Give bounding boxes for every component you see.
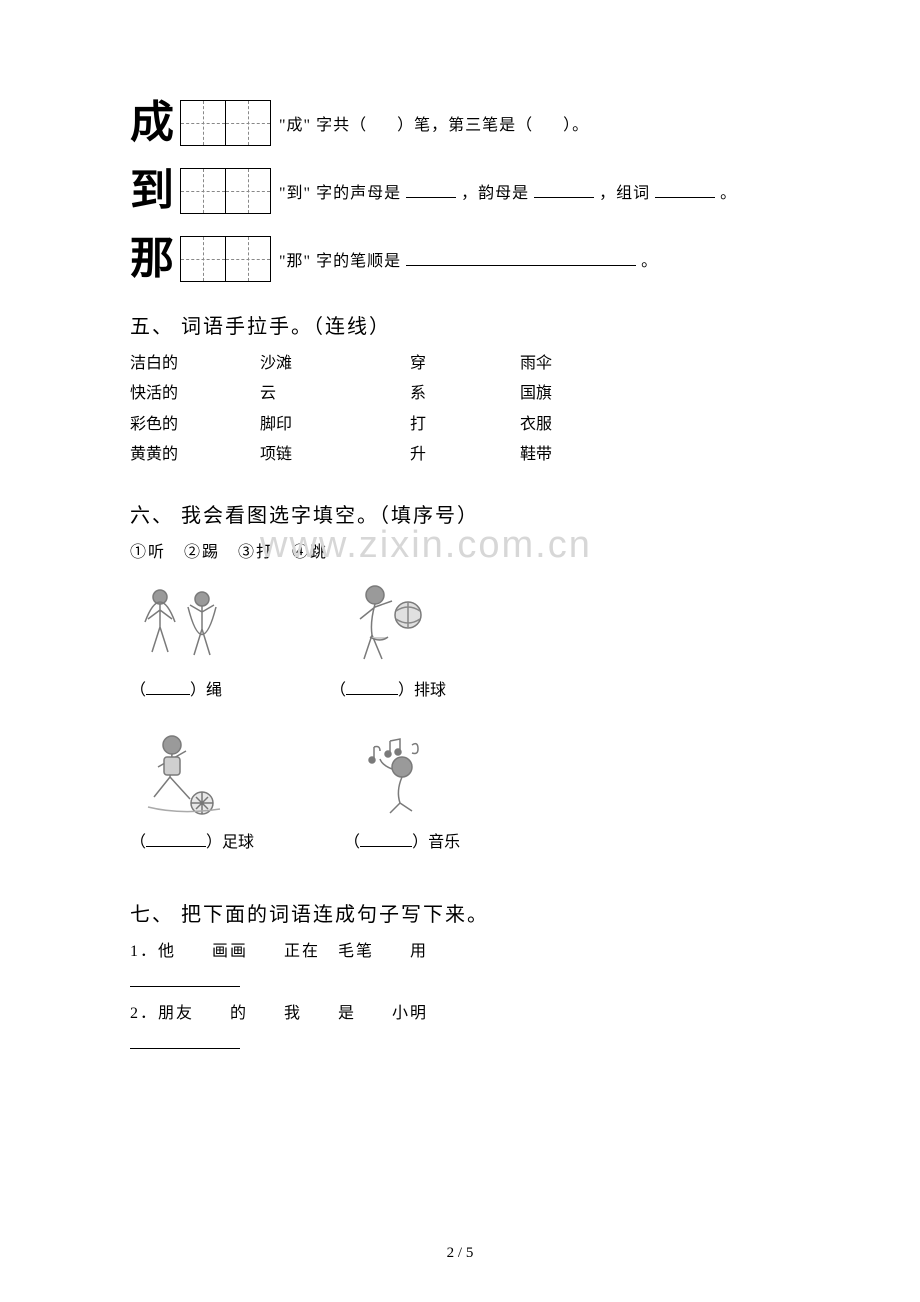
match-cell: 鞋带	[520, 440, 600, 470]
match-cell: 洁白的	[130, 349, 260, 379]
page-number: 2 / 5	[0, 1245, 920, 1262]
answer-line	[130, 1031, 240, 1049]
match-cell: 雨伞	[520, 349, 600, 379]
image-cell-volleyball: （）排球	[330, 574, 446, 718]
label-suffix: 排球	[414, 682, 446, 699]
tianzi-cell	[180, 100, 226, 146]
text-part: 。	[641, 253, 658, 270]
text-part: "到" 字的声母是	[279, 185, 401, 202]
text-part: "那" 字的笔顺是	[279, 253, 401, 270]
page: 成 "成" 字共（ ）笔，第三笔是（ ）。 到 "到" 字的声母是 ，韵母是 ，…	[0, 0, 920, 1302]
image-row: （）绳 （）排球	[130, 574, 790, 718]
text-part: ，组词	[599, 185, 650, 202]
image-cell-soccer: （）足球	[130, 726, 254, 870]
tianzi-cell	[225, 236, 271, 282]
char-row-text: "那" 字的笔顺是 。	[279, 247, 658, 271]
blank	[538, 117, 558, 134]
match-cell: 衣服	[520, 410, 600, 440]
tianzi-cell	[225, 168, 271, 214]
tianzi-cell	[225, 100, 271, 146]
text-part: ）笔，第三笔是（	[397, 117, 533, 134]
sentence-1: 1．他 画画 正在 毛笔 用	[130, 937, 790, 961]
match-row: 彩色的 脚印 打 衣服	[130, 410, 790, 440]
tianzi-cell	[180, 236, 226, 282]
section-title-7: 七、 把下面的词语连成句子写下来。	[130, 898, 790, 927]
match-cell: 云	[260, 379, 410, 409]
underline-blank	[146, 681, 190, 695]
tianzi-cell	[180, 168, 226, 214]
char-row-cheng: 成 "成" 字共（ ）笔，第三笔是（ ）。	[130, 100, 790, 146]
label-suffix: 音乐	[428, 834, 460, 851]
section-title-6: 六、 我会看图选字填空。（填序号）	[130, 499, 790, 528]
text-part: ，韵母是	[461, 185, 529, 202]
text-part: ）。	[563, 117, 589, 134]
big-char: 那	[130, 237, 174, 281]
match-cell: 沙滩	[260, 349, 410, 379]
big-char: 到	[130, 169, 174, 213]
underline-blank	[346, 681, 398, 695]
underline-blank	[146, 833, 206, 847]
image-row: （）足球	[130, 726, 790, 870]
char-row-text: "成" 字共（ ）笔，第三笔是（ ）。	[279, 111, 589, 135]
underline-blank	[360, 833, 412, 847]
options-line: ①听 ②踢 ③打 ④跳	[130, 538, 790, 562]
image-cell-jumprope: （）绳	[130, 574, 240, 718]
tianzi-grid	[180, 168, 271, 214]
char-row-text: "到" 字的声母是 ，韵母是 ，组词 。	[279, 179, 737, 203]
label-suffix: 足球	[222, 834, 254, 851]
tianzi-grid	[180, 100, 271, 146]
image-label: （）足球	[130, 828, 254, 852]
underline-blank	[406, 184, 456, 198]
underline-blank	[406, 252, 636, 266]
illustration-soccer	[130, 726, 240, 822]
match-cell: 升	[410, 440, 520, 470]
match-cell: 系	[410, 379, 520, 409]
sentence-2: 2．朋友 的 我 是 小明	[130, 999, 790, 1023]
match-cell: 打	[410, 410, 520, 440]
match-grid: 洁白的 沙滩 穿 雨伞 快活的 云 系 国旗 彩色的 脚印 打 衣服 黄黄的 项…	[130, 349, 790, 471]
underline-blank	[534, 184, 594, 198]
illustration-music	[344, 726, 454, 822]
answer-line	[130, 969, 240, 987]
image-grid: （）绳 （）排球	[130, 574, 790, 870]
char-row-na: 那 "那" 字的笔顺是 。	[130, 236, 790, 282]
match-cell: 快活的	[130, 379, 260, 409]
section-title-5: 五、 词语手拉手。（连线）	[130, 310, 790, 339]
match-row: 黄黄的 项链 升 鞋带	[130, 440, 790, 470]
illustration-volleyball	[330, 574, 440, 670]
match-cell: 黄黄的	[130, 440, 260, 470]
image-label: （）绳	[130, 676, 240, 700]
match-cell: 国旗	[520, 379, 600, 409]
char-row-dao: 到 "到" 字的声母是 ，韵母是 ，组词 。	[130, 168, 790, 214]
match-row: 洁白的 沙滩 穿 雨伞	[130, 349, 790, 379]
tianzi-grid	[180, 236, 271, 282]
match-cell: 脚印	[260, 410, 410, 440]
label-suffix: 绳	[206, 682, 222, 699]
underline-blank	[655, 184, 715, 198]
match-cell: 彩色的	[130, 410, 260, 440]
image-label: （）排球	[330, 676, 446, 700]
image-label: （）音乐	[344, 828, 460, 852]
text-part: 。	[720, 185, 737, 202]
big-char: 成	[130, 101, 174, 145]
match-cell: 项链	[260, 440, 410, 470]
blank	[372, 117, 392, 134]
match-cell: 穿	[410, 349, 520, 379]
text-part: "成" 字共（	[279, 117, 367, 134]
image-cell-music: （）音乐	[344, 726, 460, 870]
match-row: 快活的 云 系 国旗	[130, 379, 790, 409]
illustration-jumprope	[130, 574, 240, 670]
